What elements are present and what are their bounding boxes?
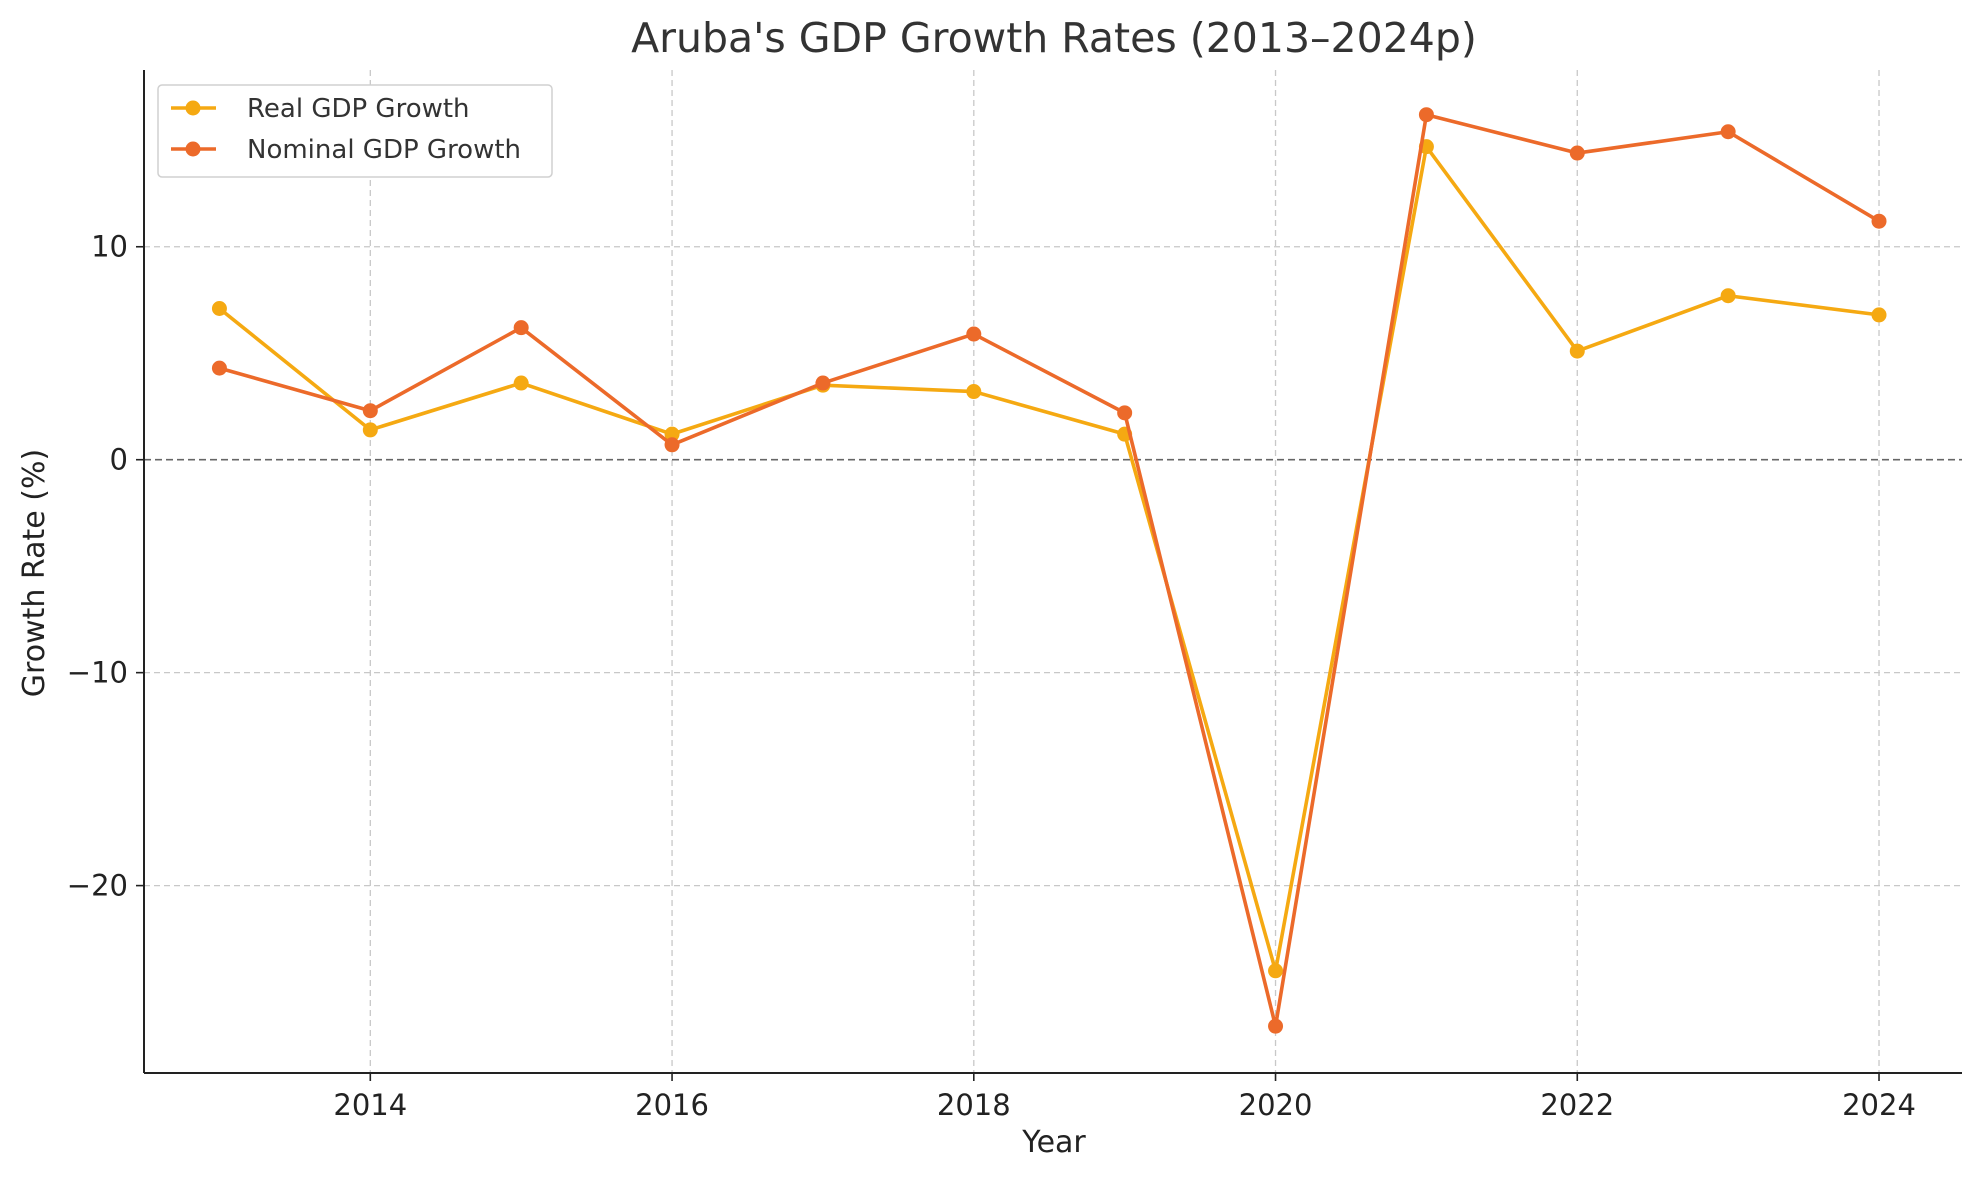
y-tick-label: −10 bbox=[67, 656, 128, 690]
legend-label: Nominal GDP Growth bbox=[247, 135, 521, 165]
legend-box bbox=[157, 84, 553, 178]
legend-swatch-marker bbox=[185, 141, 201, 157]
series-real-gdp-growth bbox=[211, 139, 1887, 979]
legend: Real GDP Growth Nominal GDP Growth bbox=[157, 84, 553, 178]
legend-item: Real GDP Growth bbox=[171, 94, 470, 124]
data-point bbox=[1569, 145, 1585, 161]
data-point bbox=[211, 360, 227, 376]
y-tick-label: 0 bbox=[110, 443, 128, 477]
x-tick-label: 2014 bbox=[333, 1088, 407, 1122]
y-tick-label: −20 bbox=[67, 869, 128, 903]
series-line bbox=[217, 144, 1881, 973]
x-tick-label: 2024 bbox=[1842, 1088, 1916, 1122]
data-point bbox=[362, 422, 378, 438]
data-point bbox=[1720, 124, 1736, 140]
series-nominal-gdp-growth bbox=[211, 107, 1887, 1034]
data-point bbox=[1871, 307, 1887, 323]
grid bbox=[144, 70, 1962, 1073]
data-point bbox=[664, 437, 680, 453]
data-point bbox=[966, 384, 982, 400]
y-axis-title: Growth Rate (%) bbox=[17, 449, 52, 697]
data-point bbox=[1268, 963, 1284, 979]
legend-label: Real GDP Growth bbox=[247, 94, 470, 124]
data-point bbox=[966, 326, 982, 342]
data-point bbox=[815, 375, 831, 391]
data-point bbox=[513, 320, 529, 336]
axes: 2014 2016 2018 2020 2022 2024 −20 −10 0 10 bbox=[67, 70, 1962, 1122]
x-axis-title: Year bbox=[1021, 1125, 1086, 1160]
data-point bbox=[362, 403, 378, 419]
data-point bbox=[513, 375, 529, 391]
chart-title: Aruba's GDP Growth Rates (2013–2024p) bbox=[631, 14, 1477, 62]
data-point bbox=[1871, 213, 1887, 229]
x-tick-label: 2022 bbox=[1540, 1088, 1614, 1122]
x-tick-label: 2020 bbox=[1239, 1088, 1313, 1122]
x-tick-label: 2016 bbox=[635, 1088, 709, 1122]
legend-item: Nominal GDP Growth bbox=[171, 135, 521, 165]
data-point bbox=[1117, 405, 1133, 421]
data-point bbox=[1418, 107, 1434, 123]
y-tick-label: 10 bbox=[91, 230, 128, 264]
x-tick-label: 2018 bbox=[937, 1088, 1011, 1122]
series-line bbox=[217, 112, 1881, 1028]
data-point bbox=[664, 426, 680, 442]
legend-swatch-marker bbox=[185, 100, 201, 116]
series-group bbox=[211, 107, 1887, 1034]
data-point bbox=[1569, 343, 1585, 359]
data-point bbox=[211, 301, 227, 317]
data-point bbox=[1268, 1018, 1284, 1034]
data-point bbox=[1720, 288, 1736, 304]
